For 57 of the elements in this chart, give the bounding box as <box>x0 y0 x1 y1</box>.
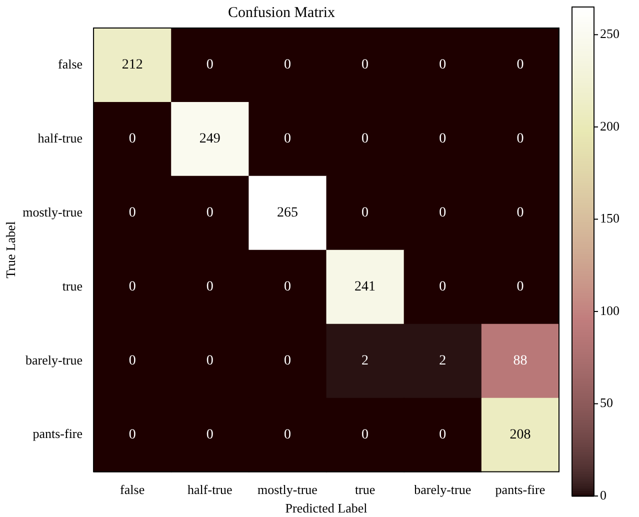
color-bar-label: 0 <box>600 487 606 502</box>
data-label: 0 <box>439 427 446 442</box>
data-label: 88 <box>513 354 528 369</box>
data-label: 2 <box>439 354 446 369</box>
data-label: 0 <box>284 427 291 442</box>
y-tick-label: mostly-true <box>22 204 83 220</box>
data-label: 0 <box>128 132 136 147</box>
data-label: 0 <box>128 280 136 295</box>
y-tick-label: barely-true <box>26 352 83 368</box>
data-label: 2 <box>362 354 369 369</box>
data-label: 0 <box>516 206 524 221</box>
data-label: 0 <box>284 354 291 369</box>
color-bar-label: 250 <box>600 26 620 42</box>
color-bar-label: 200 <box>600 118 620 134</box>
data-label: 0 <box>284 132 291 147</box>
data-label: 0 <box>128 354 136 369</box>
data-label: 0 <box>439 206 446 221</box>
color-bar-label: 150 <box>600 210 620 226</box>
data-label: 0 <box>284 58 291 73</box>
data-label: 0 <box>206 354 214 369</box>
x-tick-label: barely-true <box>414 482 472 498</box>
data-label: 265 <box>276 206 298 221</box>
x-tick-label: pants-fire <box>495 482 546 498</box>
data-label: 0 <box>439 132 446 147</box>
data-label: 0 <box>516 280 524 295</box>
y-tick-label: pants-fire <box>32 426 83 442</box>
x-tick-label: mostly-true <box>258 482 318 498</box>
color-bar-label: 50 <box>600 395 613 410</box>
data-label: 0 <box>206 280 214 295</box>
data-label: 249 <box>199 132 220 147</box>
data-label: 0 <box>362 132 369 147</box>
data-label: 0 <box>516 58 524 73</box>
y-axis-title: True Label <box>3 221 18 278</box>
x-axis-title: Predicted Label <box>285 500 368 516</box>
data-label: 0 <box>362 58 369 73</box>
data-label: 0 <box>284 280 291 295</box>
data-label: 0 <box>516 132 524 147</box>
data-label: 241 <box>354 280 376 295</box>
x-tick-label: half-true <box>188 482 232 498</box>
data-label: 0 <box>206 427 214 442</box>
x-tick-label: false <box>120 482 145 498</box>
y-tick-label: true <box>62 278 83 294</box>
data-label: 0 <box>439 58 446 73</box>
color-bar-label: 100 <box>600 302 620 318</box>
y-tick-label: false <box>58 56 83 72</box>
data-label: 0 <box>128 427 136 442</box>
data-label: 0 <box>206 206 214 221</box>
data-label: 212 <box>122 58 143 73</box>
data-label: 0 <box>439 280 446 295</box>
data-label: 208 <box>510 427 531 442</box>
chart-title: Confusion Matrix <box>228 4 336 21</box>
data-label: 0 <box>128 206 136 221</box>
y-tick-label: half-true <box>38 130 83 146</box>
data-label: 0 <box>362 206 369 221</box>
x-tick-label: true <box>354 482 376 498</box>
data-label: 0 <box>362 427 369 442</box>
data-label: 0 <box>206 58 214 73</box>
